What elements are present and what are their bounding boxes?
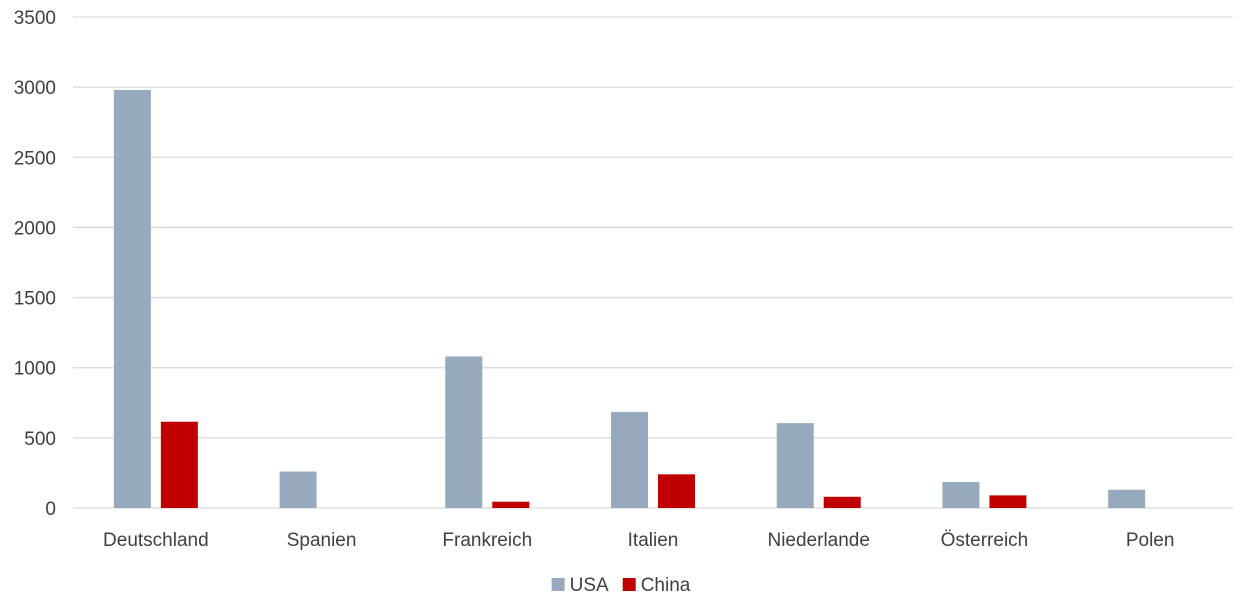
x-category-label: Polen: [1126, 530, 1175, 551]
bar-usa-4: [776, 423, 814, 508]
y-tick-label: 3000: [14, 78, 56, 99]
x-axis-categories: Deutschland Spanien Frankreich Italien Niede…: [103, 530, 1174, 551]
bar-usa-3: [611, 411, 648, 508]
x-category-label: Frankreich: [442, 530, 532, 551]
y-tick-label: 500: [24, 429, 56, 450]
x-category-label: Österreich: [941, 530, 1029, 551]
legend-swatch-usa: [551, 578, 565, 591]
y-tick-label: 3500: [14, 8, 56, 29]
bar-china-0: [160, 421, 198, 508]
legend-label-china: China: [641, 575, 691, 596]
legend-label-usa: USA: [570, 575, 609, 596]
bar-china-4: [823, 496, 861, 508]
bar-china-5: [989, 495, 1027, 508]
y-tick-label: 2000: [14, 218, 56, 239]
legend-swatch-china: [622, 578, 636, 591]
bar-usa-0: [113, 89, 151, 508]
bars: [113, 89, 1146, 508]
x-category-label: Deutschland: [103, 530, 209, 551]
x-category-label: Spanien: [287, 530, 357, 551]
bar-usa-6: [1108, 489, 1146, 508]
bar-usa-2: [445, 356, 483, 508]
y-tick-label: 1000: [14, 359, 56, 380]
bar-china-2: [492, 501, 530, 508]
gridlines: [73, 16, 1233, 509]
bar-usa-5: [942, 482, 980, 508]
x-category-label: Niederlande: [767, 530, 869, 551]
y-tick-label: 2500: [14, 148, 56, 169]
x-category-label: Italien: [628, 530, 679, 551]
legend: USA China: [551, 575, 691, 596]
bar-china-3: [658, 474, 695, 508]
bar-usa-1: [279, 471, 317, 508]
y-axis-ticks: 0 500 1000 1500 2000 2500 3000 3500: [14, 8, 56, 520]
y-tick-label: 1500: [14, 289, 56, 310]
y-tick-label: 0: [45, 499, 56, 520]
